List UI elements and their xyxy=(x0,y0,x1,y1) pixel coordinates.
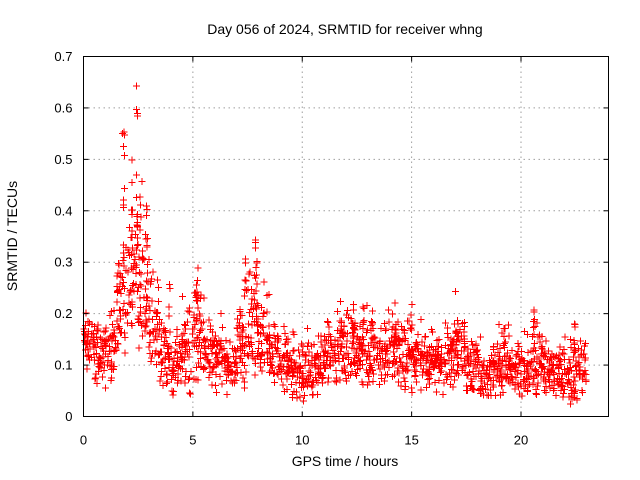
y-tick-label-0.6: 0.6 xyxy=(54,100,72,115)
x-tick-label-10: 10 xyxy=(295,433,309,448)
y-tick-label-0.2: 0.2 xyxy=(54,306,72,321)
x-tick-label-15: 15 xyxy=(404,433,418,448)
y-tick-label-0.1: 0.1 xyxy=(54,358,72,373)
chart-title: Day 056 of 2024, SRMTID for receiver whn… xyxy=(207,21,482,37)
x-tick-label-5: 5 xyxy=(189,433,196,448)
y-tick-label-0.5: 0.5 xyxy=(54,152,72,167)
y-tick-label-0.4: 0.4 xyxy=(54,203,72,218)
y-tick-label-0.3: 0.3 xyxy=(54,255,72,270)
scatter-points xyxy=(80,82,590,408)
x-axis-label: GPS time / hours xyxy=(292,453,399,469)
y-tick-label-0.7: 0.7 xyxy=(54,49,72,64)
y-axis-label: SRMTID / TECUs xyxy=(4,181,20,291)
tick-labels: 0 5 10 15 20 0 0.1 0.2 0.3 0.4 0.5 0.6 0.7 xyxy=(54,49,528,448)
plot-border-and-ticks xyxy=(83,56,609,417)
x-tick-label-0: 0 xyxy=(80,433,87,448)
y-tick-label-0: 0 xyxy=(65,409,72,424)
x-tick-label-20: 20 xyxy=(514,433,528,448)
